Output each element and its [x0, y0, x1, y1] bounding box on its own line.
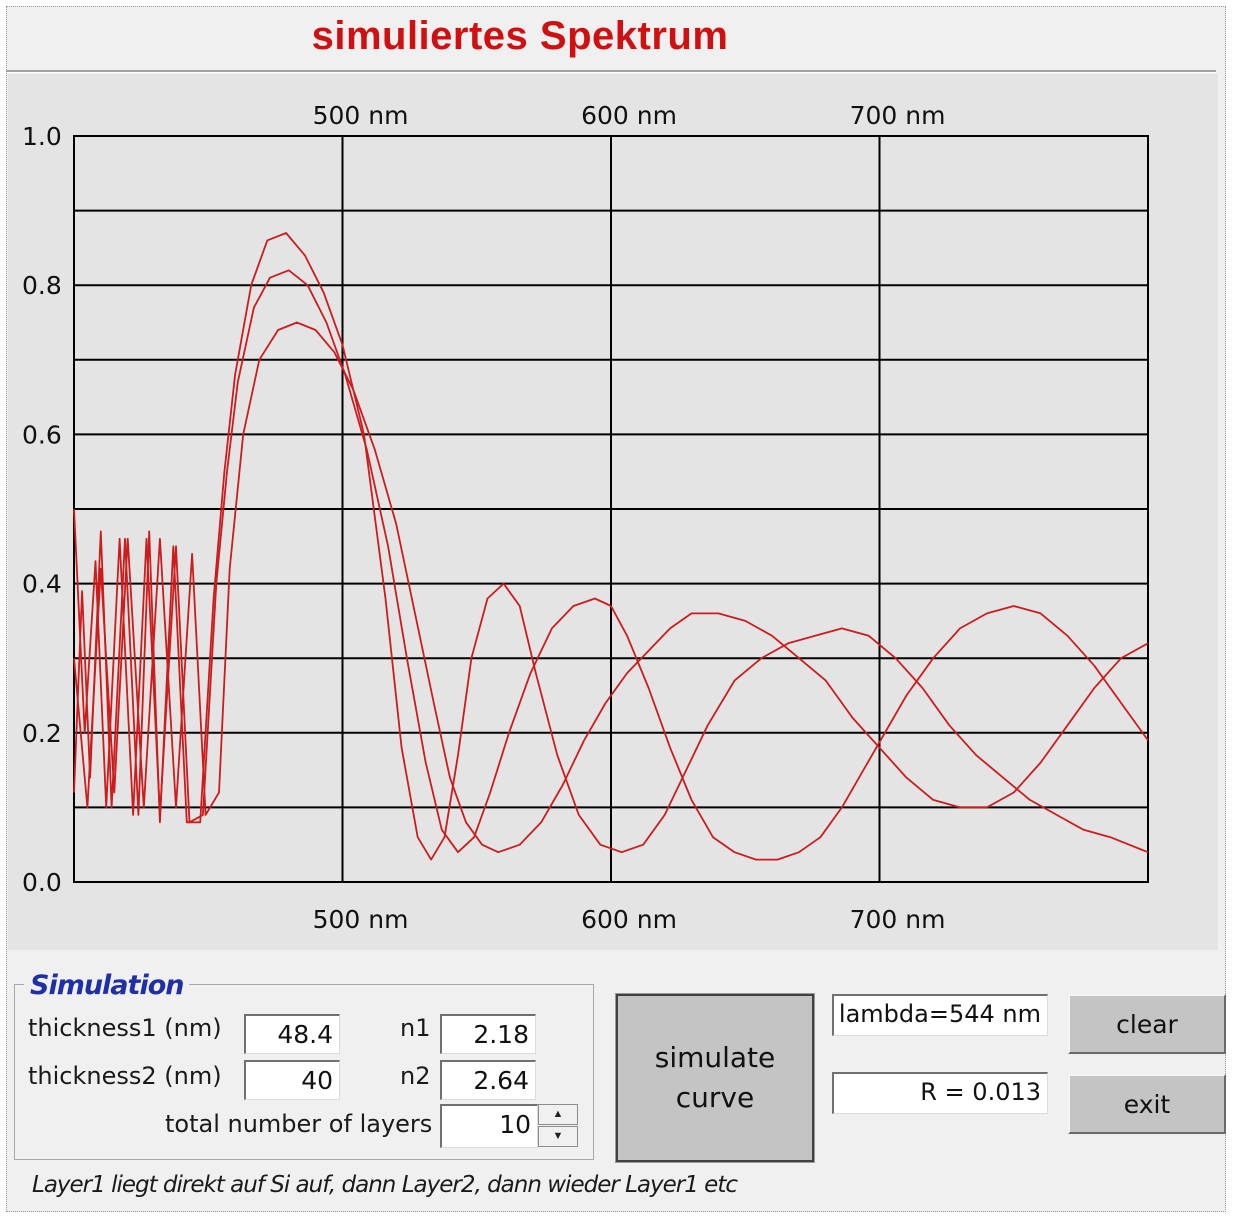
layers-input[interactable]: 10 — [440, 1104, 538, 1148]
chart-title: simuliertes Spektrum — [311, 14, 729, 58]
spectrum-series-line — [73, 232, 1149, 861]
layers-spinner: ▲ ▼ — [538, 1104, 580, 1148]
layers-label: total number of layers — [165, 1110, 433, 1138]
simulate-label-line1: simulate — [654, 1041, 776, 1074]
thickness1-label: thickness1 (nm) — [28, 1014, 222, 1042]
spectrum-series-line — [73, 269, 1149, 861]
title-divider — [6, 70, 1216, 73]
exit-button[interactable]: exit — [1068, 1074, 1226, 1134]
simulate-label-line2: curve — [675, 1081, 755, 1114]
y-tick-label: 0.4 — [22, 570, 62, 599]
y-tick-label: 0.6 — [22, 420, 62, 449]
thickness2-input[interactable]: 40 — [244, 1060, 340, 1100]
thickness2-label: thickness2 (nm) — [28, 1062, 222, 1090]
simulate-curve-button[interactable]: simulate curve — [615, 993, 815, 1163]
spin-down-icon[interactable]: ▼ — [538, 1126, 578, 1147]
x-tick-label-bottom: 500 nm — [313, 905, 409, 934]
reflectance-readout: R = 0.013 — [832, 1072, 1048, 1114]
spin-up-icon[interactable]: ▲ — [538, 1104, 578, 1125]
y-tick-label: 0.2 — [22, 719, 62, 748]
x-tick-label-top: 700 nm — [850, 101, 946, 130]
x-tick-label-top: 600 nm — [581, 101, 677, 130]
spectrum-series-line — [73, 321, 1149, 854]
clear-button[interactable]: clear — [1068, 994, 1226, 1054]
n1-input[interactable]: 2.18 — [440, 1014, 536, 1054]
spectrum-chart: 0.0 0.2 0.4 0.6 0.8 1.0 500 nm 500 nm 600 nm 600 … — [22, 101, 1149, 934]
y-tick-label: 0.0 — [22, 868, 62, 897]
y-tick-label: 1.0 — [22, 122, 62, 151]
simulation-group-label: Simulation — [24, 970, 190, 1001]
x-tick-label-bottom: 600 nm — [581, 905, 677, 934]
n2-label: n2 — [400, 1062, 431, 1090]
thickness1-input[interactable]: 48.4 — [244, 1014, 340, 1054]
y-tick-label: 0.8 — [22, 271, 62, 300]
n1-label: n1 — [400, 1014, 431, 1042]
x-tick-label-bottom: 700 nm — [850, 905, 946, 934]
n2-input[interactable]: 2.64 — [440, 1060, 536, 1100]
simulation-groupbox — [14, 984, 594, 1160]
lambda-readout: lambda=544 nm — [832, 994, 1048, 1036]
footer-note: Layer1 liegt direkt auf Si auf, dann Lay… — [32, 1172, 738, 1198]
plot-panel: 0.0 0.2 0.4 0.6 0.8 1.0 500 nm 500 nm 600 nm 600 … — [8, 74, 1218, 950]
x-tick-label-top: 500 nm — [313, 101, 409, 130]
